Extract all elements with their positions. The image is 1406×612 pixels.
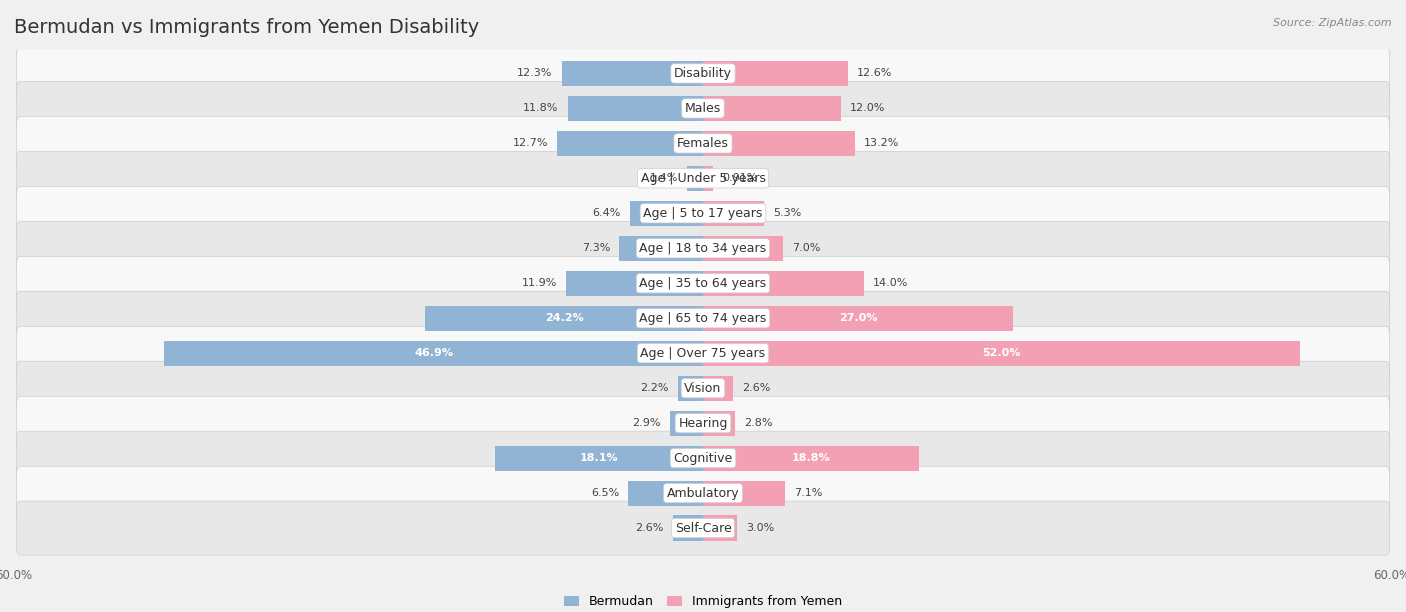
Text: Bermudan vs Immigrants from Yemen Disability: Bermudan vs Immigrants from Yemen Disabi… bbox=[14, 18, 479, 37]
Text: 12.0%: 12.0% bbox=[851, 103, 886, 113]
FancyBboxPatch shape bbox=[17, 256, 1389, 310]
Legend: Bermudan, Immigrants from Yemen: Bermudan, Immigrants from Yemen bbox=[560, 591, 846, 612]
Text: Age | 65 to 74 years: Age | 65 to 74 years bbox=[640, 312, 766, 325]
Bar bbox=[703, 96, 841, 121]
Text: Hearing: Hearing bbox=[678, 417, 728, 430]
Text: Age | 18 to 34 years: Age | 18 to 34 years bbox=[640, 242, 766, 255]
Text: 2.2%: 2.2% bbox=[640, 383, 669, 393]
Bar bbox=[703, 515, 738, 540]
Bar bbox=[703, 341, 1301, 366]
FancyBboxPatch shape bbox=[17, 501, 1389, 555]
Text: 7.3%: 7.3% bbox=[582, 244, 610, 253]
Text: 0.91%: 0.91% bbox=[723, 173, 758, 184]
Bar bbox=[165, 341, 703, 366]
Text: Age | 5 to 17 years: Age | 5 to 17 years bbox=[644, 207, 762, 220]
Text: 1.4%: 1.4% bbox=[650, 173, 678, 184]
Text: 46.9%: 46.9% bbox=[415, 348, 453, 358]
Text: Vision: Vision bbox=[685, 382, 721, 395]
Text: 2.6%: 2.6% bbox=[636, 523, 664, 533]
Bar bbox=[673, 515, 703, 540]
Text: 14.0%: 14.0% bbox=[873, 278, 908, 288]
Text: 3.0%: 3.0% bbox=[747, 523, 775, 533]
Text: 2.8%: 2.8% bbox=[744, 418, 773, 428]
Bar bbox=[703, 305, 1012, 331]
Text: 2.9%: 2.9% bbox=[633, 418, 661, 428]
Bar bbox=[562, 61, 703, 86]
Bar bbox=[703, 61, 848, 86]
Text: 12.6%: 12.6% bbox=[856, 69, 893, 78]
Bar bbox=[495, 446, 703, 471]
FancyBboxPatch shape bbox=[17, 151, 1389, 205]
Bar bbox=[557, 131, 703, 156]
Bar bbox=[703, 201, 763, 226]
Bar bbox=[703, 480, 785, 506]
FancyBboxPatch shape bbox=[17, 396, 1389, 450]
Bar bbox=[678, 376, 703, 401]
Bar bbox=[568, 96, 703, 121]
Text: Self-Care: Self-Care bbox=[675, 521, 731, 534]
FancyBboxPatch shape bbox=[17, 47, 1389, 100]
Text: 11.9%: 11.9% bbox=[522, 278, 557, 288]
Text: Cognitive: Cognitive bbox=[673, 452, 733, 465]
FancyBboxPatch shape bbox=[17, 326, 1389, 380]
Text: Ambulatory: Ambulatory bbox=[666, 487, 740, 499]
FancyBboxPatch shape bbox=[17, 81, 1389, 135]
Text: 2.6%: 2.6% bbox=[742, 383, 770, 393]
Text: 11.8%: 11.8% bbox=[523, 103, 558, 113]
Bar bbox=[630, 201, 703, 226]
FancyBboxPatch shape bbox=[17, 116, 1389, 170]
Text: 13.2%: 13.2% bbox=[863, 138, 898, 148]
Text: Males: Males bbox=[685, 102, 721, 115]
Bar bbox=[703, 411, 735, 436]
FancyBboxPatch shape bbox=[17, 466, 1389, 520]
Text: Disability: Disability bbox=[673, 67, 733, 80]
Text: 6.4%: 6.4% bbox=[592, 208, 620, 218]
Bar bbox=[567, 271, 703, 296]
Text: Source: ZipAtlas.com: Source: ZipAtlas.com bbox=[1274, 18, 1392, 28]
Bar bbox=[703, 446, 920, 471]
FancyBboxPatch shape bbox=[17, 291, 1389, 345]
Bar bbox=[619, 236, 703, 261]
Text: 18.8%: 18.8% bbox=[792, 453, 831, 463]
Bar bbox=[669, 411, 703, 436]
Text: 24.2%: 24.2% bbox=[544, 313, 583, 323]
Bar bbox=[703, 271, 863, 296]
Text: Females: Females bbox=[678, 137, 728, 150]
FancyBboxPatch shape bbox=[17, 361, 1389, 415]
Text: 12.7%: 12.7% bbox=[513, 138, 548, 148]
Text: 18.1%: 18.1% bbox=[579, 453, 619, 463]
Bar bbox=[703, 236, 783, 261]
Text: 5.3%: 5.3% bbox=[773, 208, 801, 218]
Bar bbox=[703, 131, 855, 156]
Bar bbox=[703, 376, 733, 401]
Text: Age | Under 5 years: Age | Under 5 years bbox=[641, 172, 765, 185]
Text: Age | Over 75 years: Age | Over 75 years bbox=[641, 347, 765, 360]
Text: Age | 35 to 64 years: Age | 35 to 64 years bbox=[640, 277, 766, 289]
Text: 27.0%: 27.0% bbox=[839, 313, 877, 323]
Text: 52.0%: 52.0% bbox=[983, 348, 1021, 358]
Text: 6.5%: 6.5% bbox=[591, 488, 619, 498]
Bar bbox=[688, 166, 703, 191]
FancyBboxPatch shape bbox=[17, 431, 1389, 485]
Bar bbox=[628, 480, 703, 506]
Text: 12.3%: 12.3% bbox=[517, 69, 553, 78]
FancyBboxPatch shape bbox=[17, 187, 1389, 241]
Text: 7.1%: 7.1% bbox=[794, 488, 823, 498]
Bar bbox=[703, 166, 713, 191]
Bar bbox=[425, 305, 703, 331]
Text: 7.0%: 7.0% bbox=[793, 244, 821, 253]
FancyBboxPatch shape bbox=[17, 222, 1389, 275]
